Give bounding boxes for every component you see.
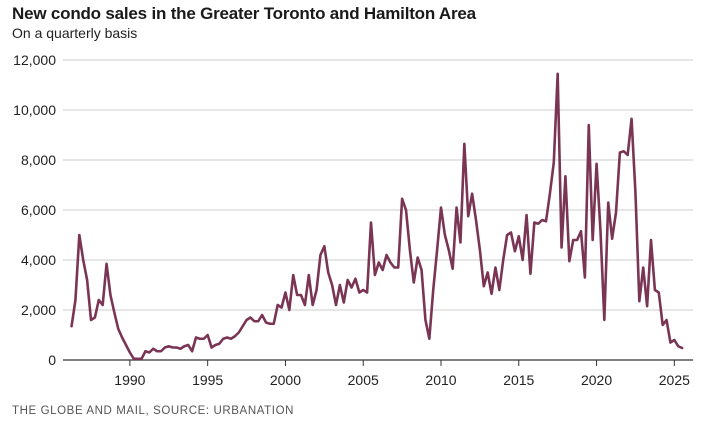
x-tick-label: 2010 bbox=[425, 372, 456, 388]
x-tick-label: 2020 bbox=[581, 372, 612, 388]
y-tick-label: 0 bbox=[48, 352, 56, 368]
source-credit: THE GLOBE AND MAIL, SOURCE: URBANATION bbox=[12, 405, 295, 417]
gridlines bbox=[63, 59, 693, 311]
x-tick-label: 2005 bbox=[348, 372, 379, 388]
y-tick-label: 4,000 bbox=[21, 252, 56, 268]
y-axis-ticks: 0 2,000 4,000 6,000 8,000 10,000 12,000 bbox=[13, 52, 56, 368]
series-line bbox=[70, 72, 684, 361]
x-tick-label: 1995 bbox=[192, 372, 223, 388]
y-tick-label: 6,000 bbox=[21, 202, 56, 218]
x-tick-label: 2025 bbox=[659, 372, 690, 388]
chart-title: New condo sales in the Greater Toronto a… bbox=[12, 4, 476, 23]
x-tick-label: 2000 bbox=[270, 372, 301, 388]
y-tick-label: 10,000 bbox=[13, 102, 56, 118]
x-axis-ticks: 1990 1995 2000 2005 2010 2015 2020 2025 bbox=[114, 360, 690, 388]
y-tick-label: 8,000 bbox=[21, 152, 56, 168]
y-tick-label: 12,000 bbox=[13, 52, 56, 68]
x-tick-label: 2015 bbox=[503, 372, 534, 388]
chart-subtitle: On a quarterly basis bbox=[12, 25, 138, 41]
y-tick-label: 2,000 bbox=[21, 302, 56, 318]
x-tick-label: 1990 bbox=[114, 372, 145, 388]
